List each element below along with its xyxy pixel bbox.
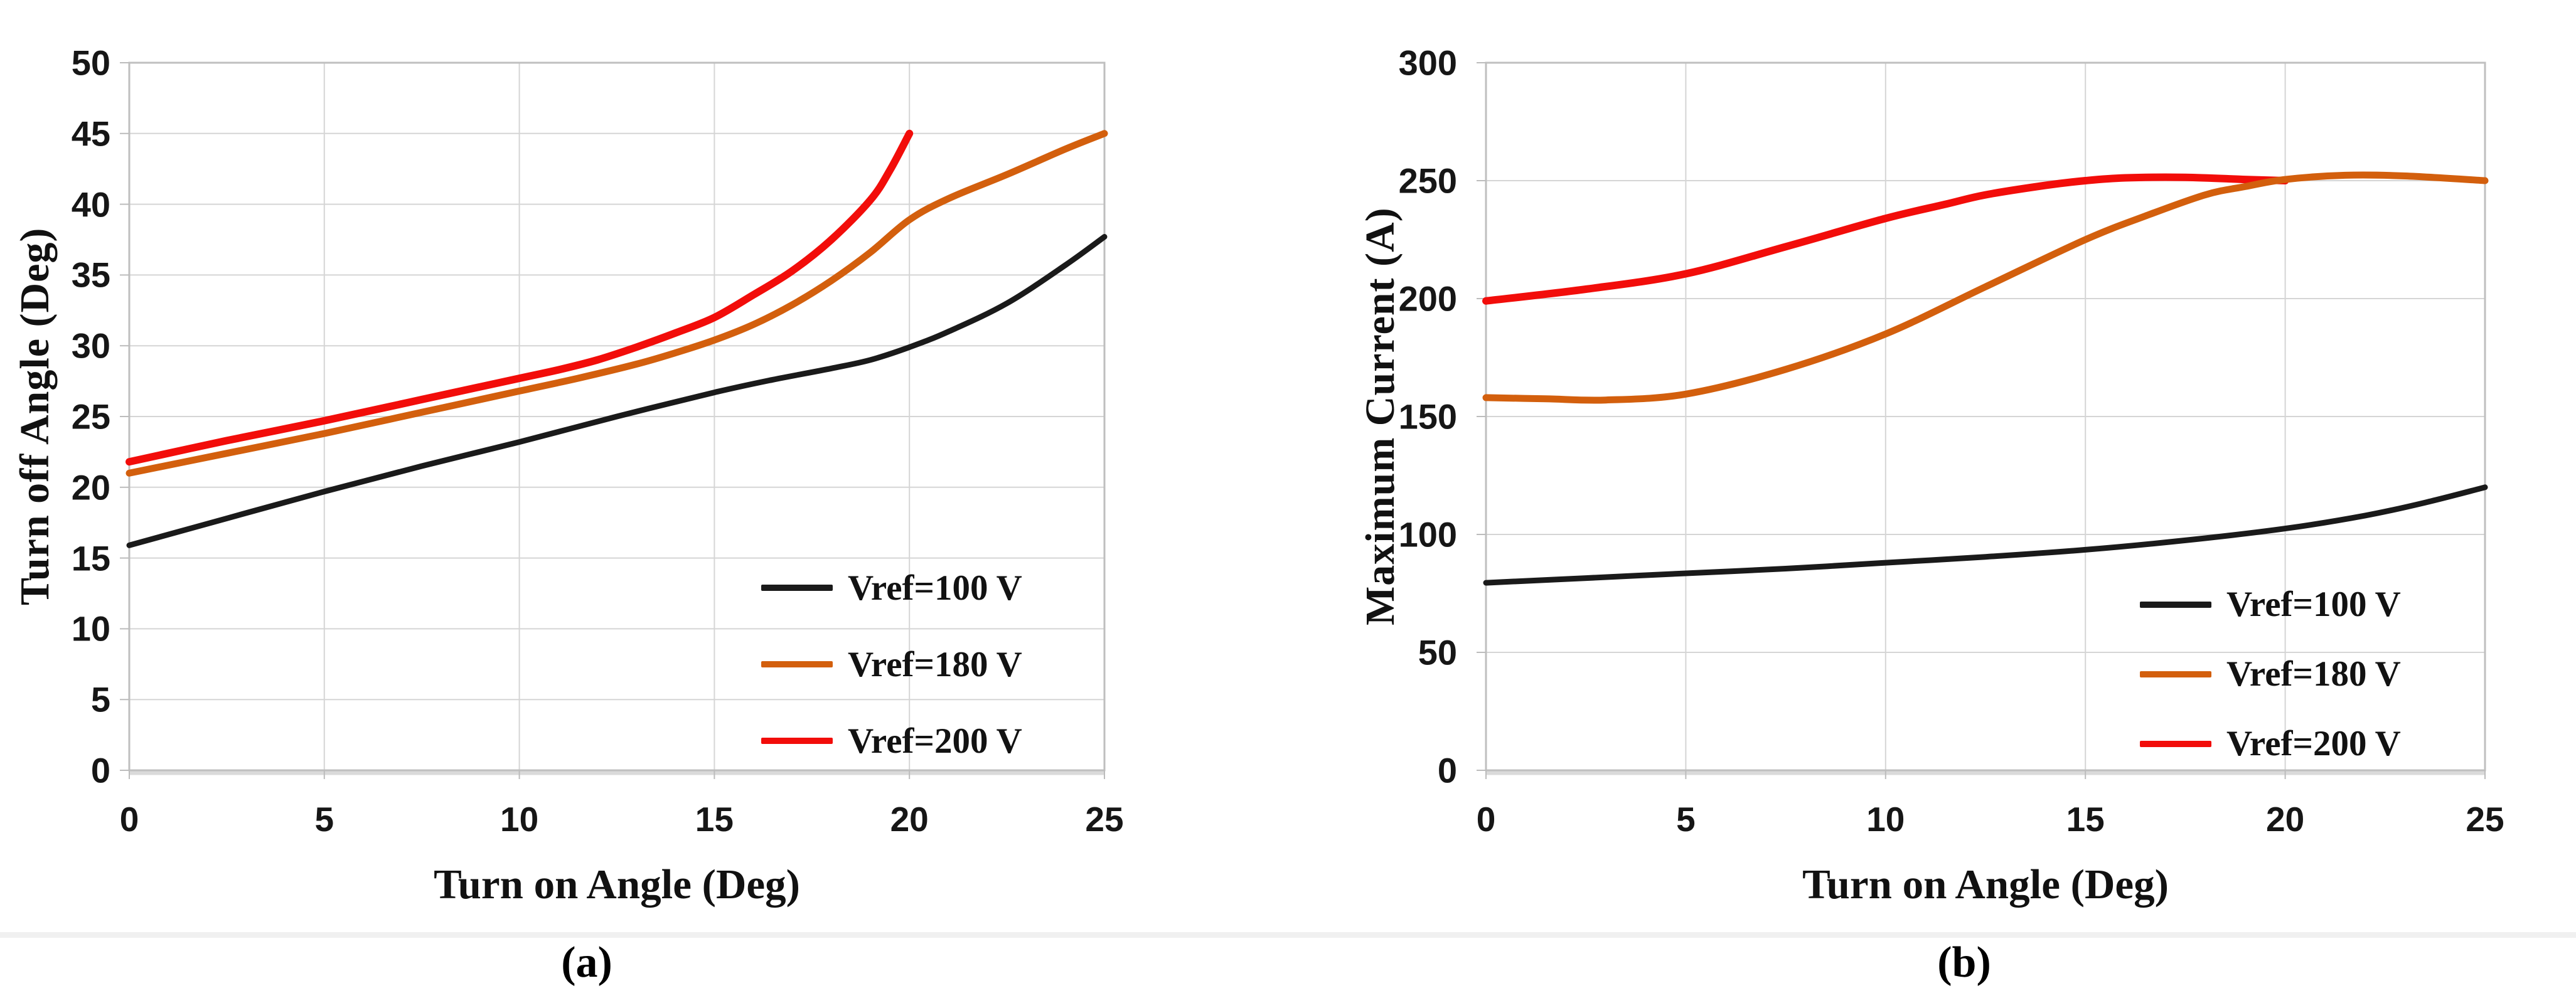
x-tick-label: 15 [695,800,734,839]
y-tick-label: 10 [71,608,110,649]
legend-label: Vref=180 V [848,644,1022,684]
legend-item: Vref=100 V [761,549,1022,626]
y-tick-label: 20 [71,467,110,507]
y-tick-label: 0 [90,750,110,790]
y-tick-label: 5 [90,679,110,719]
series-line-180v [1482,171,2489,404]
caption-b: (b) [1937,938,1991,987]
x-tick-label: 25 [1085,800,1124,839]
y-tick-label: 35 [71,255,110,295]
x-tick-label: 5 [314,800,334,839]
legend-item: Vref=180 V [2140,639,2401,709]
x-axis-title-a: Turn on Angle (Deg) [434,861,800,908]
x-tick-label: 20 [890,800,929,839]
x-axis-ticks-a: 0 5 10 15 20 25 [120,799,1124,841]
plot-area-a [120,61,1108,779]
legend-item: Vref=200 V [2140,709,2401,778]
x-tick-label: 10 [500,800,539,839]
legend-line-swatch [761,585,833,591]
legend-item: Vref=100 V [2140,570,2401,639]
y-axis-title-a: Turn off Angle (Deg) [12,227,58,606]
series-line-200v [126,129,914,466]
legend-line-swatch [761,738,833,744]
y-axis-title-b: Maximum Current (A) [1357,207,1403,626]
x-tick-label: 0 [119,800,139,839]
legend-label: Vref=200 V [2226,724,2401,763]
legend-item: Vref=180 V [761,626,1022,703]
y-tick-label: 50 [71,43,110,83]
y-tick-label: 15 [71,538,110,578]
series-line-200v [1482,173,2289,305]
legend-line-swatch [2140,671,2211,677]
legend-label: Vref=200 V [848,721,1022,761]
legend-line-swatch [2140,601,2211,608]
x-axis-ticks-b: 0 5 10 15 20 25 [1477,799,2504,841]
legend-label: Vref=100 V [2226,585,2401,624]
legend-b: Vref=100 V Vref=180 V Vref=200 V [2140,570,2401,778]
series-line-100v [126,234,1108,548]
legend-item: Vref=200 V [761,703,1022,779]
x-tick-label: 25 [2466,800,2504,839]
x-tick-label: 0 [1476,800,1496,839]
y-tick-label: 30 [71,326,110,366]
series-line-100v [1483,484,2488,586]
divider-band [0,932,2576,938]
legend-label: Vref=100 V [848,568,1022,608]
y-tick-label: 25 [71,396,110,437]
x-tick-label: 10 [1866,800,1905,839]
y-tick-label: 40 [71,184,110,225]
y-tick-label: 0 [1437,750,1457,790]
y-tick-label: 45 [71,114,110,154]
legend-label: Vref=180 V [2226,654,2401,694]
legend-line-swatch [761,661,833,667]
legend-a: Vref=100 V Vref=180 V Vref=200 V [761,549,1022,779]
x-tick-label: 15 [2066,800,2105,839]
x-axis-title-b: Turn on Angle (Deg) [1802,861,2169,908]
plot-area-b [1477,61,2489,779]
caption-a: (a) [561,938,612,987]
x-tick-label: 5 [1676,800,1696,839]
series-line-180v [126,130,1108,477]
x-tick-label: 20 [2266,800,2305,839]
y-tick-label: 50 [1418,632,1457,672]
legend-line-swatch [2140,740,2211,747]
